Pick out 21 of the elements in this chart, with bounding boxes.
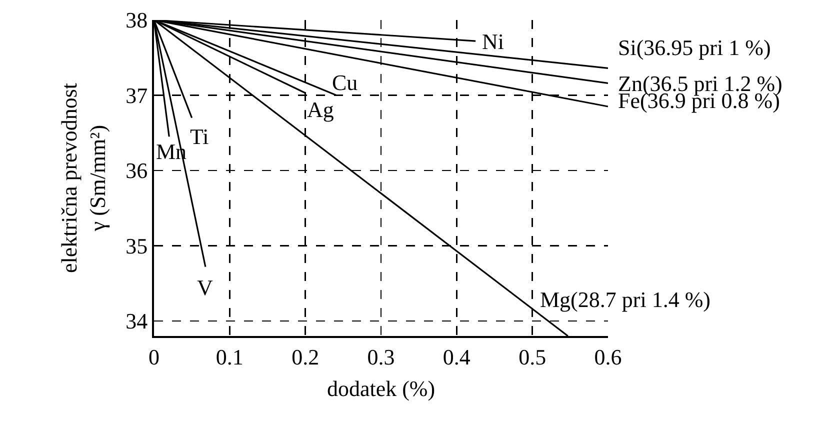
series-label: Mg(28.7 pri 1.4 %) bbox=[540, 287, 710, 312]
x-tick-label: 0.4 bbox=[442, 344, 470, 370]
series-label: Cu bbox=[332, 70, 358, 95]
x-axis-title: dodatek (%) bbox=[326, 376, 436, 401]
x-tick-label: 0.3 bbox=[367, 344, 395, 370]
y-tick-label: 37 bbox=[126, 82, 148, 108]
x-tick-label: 0.6 bbox=[594, 344, 622, 370]
x-tick-label: 0.2 bbox=[292, 344, 320, 370]
y-tick-label: 34 bbox=[126, 308, 148, 334]
y-tick-label: 38 bbox=[126, 8, 148, 33]
series-label: Si(36.95 pri 1 %) bbox=[618, 35, 771, 60]
series-label: V bbox=[197, 275, 213, 300]
x-tick-label: 0 bbox=[148, 344, 160, 370]
x-tick-label: 0.5 bbox=[518, 344, 546, 370]
x-tick-label: 0.1 bbox=[216, 344, 244, 370]
y-axis-title: električna prevodnost γ (Sm/mm²) bbox=[56, 83, 110, 273]
y-tick-label: 36 bbox=[126, 158, 148, 184]
series-label: Ag bbox=[307, 97, 334, 122]
series-label: Ti bbox=[190, 124, 209, 149]
y-tick-label: 35 bbox=[126, 233, 148, 258]
series-label: Ni bbox=[482, 29, 504, 54]
